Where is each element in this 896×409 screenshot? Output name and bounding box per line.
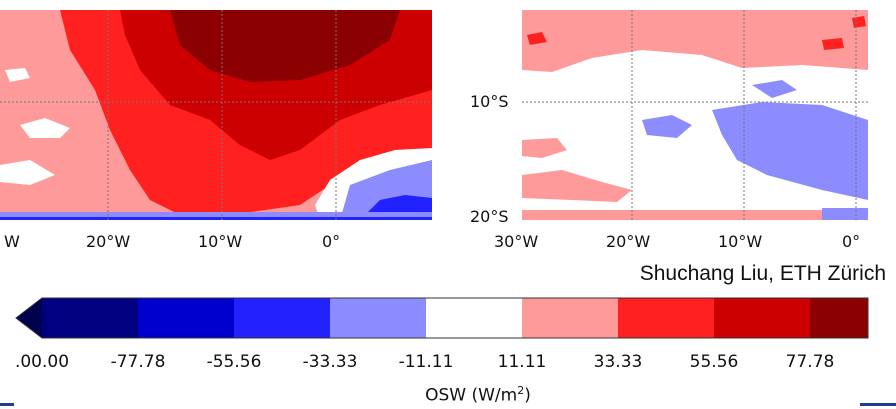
right-map-y-tick: 10°S xyxy=(470,92,509,111)
colorbar-outline xyxy=(15,297,869,339)
right-map-x-tick: 0° xyxy=(842,232,861,251)
right-map-x-tick: 30°W xyxy=(494,232,539,251)
colorbar-tick: .00.00 xyxy=(14,352,70,372)
colorbar-segment xyxy=(426,298,522,338)
colorbar-label: OSW (W/m2) xyxy=(0,384,896,406)
colorbar-segment xyxy=(138,298,234,338)
right-map-x-tick: 10°W xyxy=(718,232,763,251)
colorbar-segment xyxy=(810,298,868,338)
colorbar-tick: -11.11 xyxy=(398,352,454,372)
colorbar-segment xyxy=(522,298,618,338)
colorbar-segment xyxy=(330,298,426,338)
colorbar-label-end: ) xyxy=(524,385,531,406)
footer-rule-left xyxy=(0,403,14,406)
colorbar-tick: 11.11 xyxy=(497,352,547,372)
colorbar-tick: -55.56 xyxy=(206,352,262,372)
colorbar xyxy=(15,297,869,339)
left-map xyxy=(0,10,432,220)
colorbar-segment xyxy=(618,298,714,338)
footer-rule-right xyxy=(860,403,896,406)
left-map-x-tick: 0° xyxy=(322,232,341,251)
left-map-x-tick: 20°W xyxy=(86,232,131,251)
colorbar-label-text: OSW (W/m xyxy=(425,385,518,406)
colorbar-tick: -33.33 xyxy=(302,352,358,372)
colorbar-extend-arrow xyxy=(16,298,42,338)
colorbar-label-sup: 2 xyxy=(517,384,525,397)
colorbar-segment xyxy=(714,298,810,338)
left-map-field xyxy=(0,10,432,220)
author-credit: Shuchang Liu, ETH Zürich xyxy=(639,262,886,285)
right-map-field xyxy=(522,10,868,220)
left-map-x-tick: 10°W xyxy=(198,232,243,251)
colorbar-tick: 77.78 xyxy=(785,352,835,372)
right-map-y-tick: 20°S xyxy=(470,207,509,226)
colorbar-tick: -77.78 xyxy=(110,352,166,372)
right-map xyxy=(522,10,868,220)
colorbar-segment xyxy=(234,298,330,338)
colorbar-segment xyxy=(42,298,138,338)
colorbar-tick: 33.33 xyxy=(593,352,643,372)
left-map-x-tick: W xyxy=(4,232,20,251)
colorbar-tick: 55.56 xyxy=(689,352,739,372)
right-map-x-tick: 20°W xyxy=(606,232,651,251)
